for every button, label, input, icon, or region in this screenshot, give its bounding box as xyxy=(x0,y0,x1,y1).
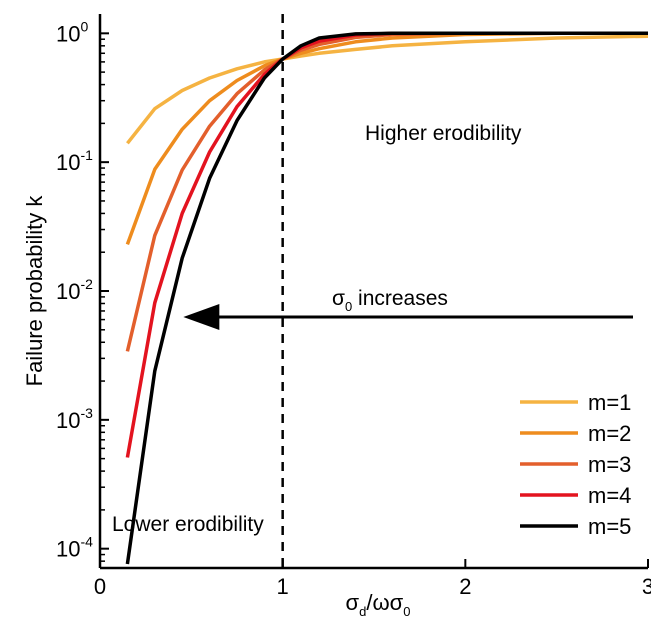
y-tick-exponent: -1 xyxy=(80,147,93,163)
legend-label: m=2 xyxy=(588,421,631,446)
y-tick-label: 10-3 xyxy=(56,405,93,433)
legend-label: m=1 xyxy=(588,390,631,415)
sigma-subscript: 0 xyxy=(345,299,352,314)
y-tick-label: 10-1 xyxy=(56,147,93,175)
x-tick-label: 3 xyxy=(642,574,651,599)
x-title-sub-d: d xyxy=(359,604,366,619)
y-axis-title: Failure probability k xyxy=(22,195,47,387)
y-tick-exponent: -2 xyxy=(80,276,93,292)
y-tick-base: 10 xyxy=(56,21,80,46)
x-title-sub-0: 0 xyxy=(403,604,410,619)
y-tick-label: 10-4 xyxy=(56,534,93,562)
x-axis-title: σd/ωσ0 xyxy=(346,590,411,619)
y-tick-base: 10 xyxy=(56,279,80,304)
legend-label: m=5 xyxy=(588,514,631,539)
annotation-lower-erodibility: Lower erodibility xyxy=(112,513,264,536)
series-line-m-4 xyxy=(125,31,648,458)
legend: m=1 m=2 m=3 m=4 m=5 xyxy=(520,390,631,539)
y-tick-base: 10 xyxy=(56,150,80,175)
sigma-increase-arrow xyxy=(183,304,633,330)
x-title-sigma: σ xyxy=(346,590,360,615)
sigma-symbol: σ xyxy=(332,287,345,310)
y-tick-label: 100 xyxy=(56,18,88,46)
annotation-higher-erodibility: Higher erodibility xyxy=(365,122,522,145)
x-tick-label: 0 xyxy=(94,574,106,599)
y-tick-base: 10 xyxy=(56,537,80,562)
x-tick-label: 1 xyxy=(277,574,289,599)
arrow-head xyxy=(183,304,220,330)
x-tick-label: 2 xyxy=(459,574,471,599)
series-layer xyxy=(125,31,649,565)
sigma-increases-text: increases xyxy=(352,287,448,310)
y-tick-exponent: -4 xyxy=(80,534,93,550)
legend-label: m=3 xyxy=(588,452,631,477)
y-tick-exponent: 0 xyxy=(80,18,88,34)
y-tick-exponent: -3 xyxy=(80,405,93,421)
series-line-m-5 xyxy=(125,31,648,565)
x-title-omega-sigma: /ωσ xyxy=(366,590,403,615)
annotation-sigma-increases: σ0 increases xyxy=(332,287,448,314)
legend-label: m=4 xyxy=(588,483,631,508)
y-tick-label: 10-2 xyxy=(56,276,93,304)
y-tick-base: 10 xyxy=(56,408,80,433)
